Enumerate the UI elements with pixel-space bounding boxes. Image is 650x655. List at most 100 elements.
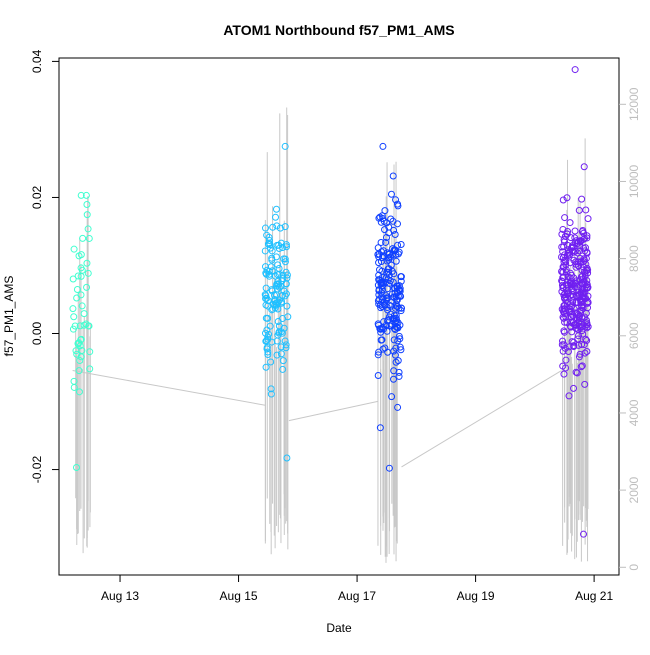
data-point	[86, 365, 94, 373]
secondary-gap-segment	[288, 400, 378, 422]
data-point	[268, 267, 276, 275]
data-point	[391, 326, 399, 334]
data-point	[77, 251, 85, 259]
data-point	[69, 275, 77, 283]
data-point	[275, 264, 283, 272]
data-point	[281, 223, 289, 231]
data-point	[581, 268, 589, 276]
data-point	[386, 322, 394, 330]
data-point	[572, 263, 580, 271]
data-point	[75, 388, 83, 396]
data-point	[395, 286, 403, 294]
data-point	[397, 277, 405, 285]
data-point	[70, 245, 78, 253]
data-point	[560, 263, 568, 271]
data-point	[281, 258, 289, 266]
y2-tick-label: 0	[627, 564, 641, 571]
data-point	[569, 247, 577, 255]
data-point	[571, 66, 579, 74]
data-point	[263, 337, 271, 345]
data-point	[578, 341, 586, 349]
data-point	[378, 286, 386, 294]
data-point	[582, 309, 590, 317]
data-point	[579, 286, 587, 294]
data-point	[391, 246, 399, 254]
data-point	[378, 295, 386, 303]
data-point	[262, 263, 270, 271]
data-point	[268, 247, 276, 255]
points-layer	[69, 66, 592, 538]
data-point	[569, 292, 577, 300]
data-point	[69, 305, 77, 313]
data-point	[261, 247, 269, 255]
data-point	[77, 335, 85, 343]
data-point	[268, 338, 276, 346]
data-point	[582, 335, 590, 343]
data-point	[283, 454, 291, 462]
y2-tick-label: 6000	[627, 322, 641, 349]
data-point	[383, 249, 391, 257]
data-point	[374, 297, 382, 305]
data-point	[581, 380, 589, 388]
data-point	[77, 291, 85, 299]
data-point	[581, 349, 589, 357]
data-point	[389, 172, 397, 180]
x-axis-label: Date	[326, 621, 352, 635]
data-point	[566, 269, 574, 277]
data-point	[279, 357, 287, 365]
data-point	[263, 326, 271, 334]
data-point	[279, 275, 287, 283]
data-point	[569, 318, 577, 326]
data-point	[282, 290, 290, 298]
data-point	[272, 205, 280, 213]
data-point	[284, 313, 292, 321]
data-point	[83, 283, 91, 291]
data-point	[376, 424, 384, 432]
data-point	[574, 335, 582, 343]
data-point	[559, 337, 567, 345]
data-point	[276, 224, 284, 232]
data-point	[264, 348, 272, 356]
data-point	[277, 343, 285, 351]
data-point	[384, 316, 392, 324]
data-point	[397, 307, 405, 315]
data-point	[265, 237, 273, 245]
data-point	[392, 358, 400, 366]
data-point	[560, 328, 568, 336]
data-point	[262, 301, 270, 309]
data-point	[376, 266, 384, 274]
data-point	[567, 234, 575, 242]
data-point	[377, 257, 385, 265]
data-point	[389, 278, 397, 286]
data-point	[261, 224, 269, 232]
x-tick-label: Aug 17	[338, 589, 376, 603]
data-point	[274, 317, 282, 325]
data-point	[281, 337, 289, 345]
data-point	[273, 351, 281, 359]
data-point	[392, 257, 400, 265]
data-point	[381, 207, 389, 215]
data-point	[579, 330, 587, 338]
data-point	[83, 201, 91, 209]
data-point	[277, 328, 285, 336]
data-point	[397, 304, 405, 312]
data-point	[279, 365, 287, 373]
data-point	[390, 336, 398, 344]
data-point	[77, 191, 85, 199]
data-point	[573, 369, 581, 377]
data-point	[576, 312, 584, 320]
data-point	[378, 336, 386, 344]
data-point	[397, 240, 405, 248]
data-point	[583, 299, 591, 307]
data-point	[377, 238, 385, 246]
data-point	[392, 312, 400, 320]
data-point	[578, 228, 586, 236]
data-point	[396, 343, 404, 351]
data-point	[84, 225, 92, 233]
data-point	[278, 298, 286, 306]
data-point	[76, 357, 84, 365]
data-point	[566, 219, 574, 227]
data-point	[75, 367, 83, 375]
data-point	[74, 272, 82, 280]
data-point	[394, 220, 402, 228]
